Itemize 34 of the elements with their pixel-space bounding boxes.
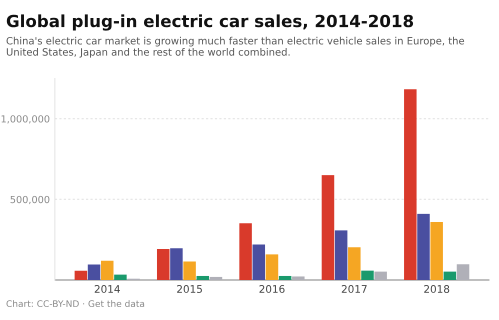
x-tick-label: 2015 — [177, 285, 202, 293]
bar — [170, 248, 183, 280]
y-tick-label: 500,000 — [10, 196, 50, 204]
bar — [404, 89, 417, 280]
bar — [374, 272, 387, 280]
bar — [334, 230, 348, 280]
x-tick-label: 2014 — [94, 285, 120, 293]
bar — [348, 247, 361, 280]
bar — [266, 254, 278, 280]
x-tick-label: 2016 — [259, 285, 285, 293]
bar — [322, 175, 334, 280]
bar — [417, 214, 430, 280]
chart-title: Global plug-in electric car sales, 2014-2018 — [6, 14, 414, 31]
bar — [430, 222, 443, 280]
bar — [292, 276, 305, 280]
y-tick-label: 1,000,000 — [2, 115, 50, 124]
bar — [456, 264, 470, 280]
bar — [252, 244, 266, 280]
text: Chart: CC-BY-ND · Get the data — [6, 300, 144, 308]
bar — [210, 276, 222, 280]
bar — [156, 249, 170, 280]
bar — [74, 270, 88, 280]
bar — [183, 261, 196, 280]
chart-subtitle: China's electric car market is growing much faster than electric vehicle sales in Europe, the United States, Japan and the rest of the world combined. — [6, 36, 464, 58]
x-tick-label: 2018 — [424, 285, 450, 293]
bar — [239, 223, 252, 280]
bar — [114, 274, 127, 280]
bar — [278, 276, 292, 280]
x-tick-label: 2017 — [342, 285, 367, 293]
bar — [88, 264, 100, 280]
bar — [361, 270, 374, 280]
bar — [100, 260, 114, 280]
bar — [196, 276, 210, 280]
bar — [444, 272, 456, 280]
